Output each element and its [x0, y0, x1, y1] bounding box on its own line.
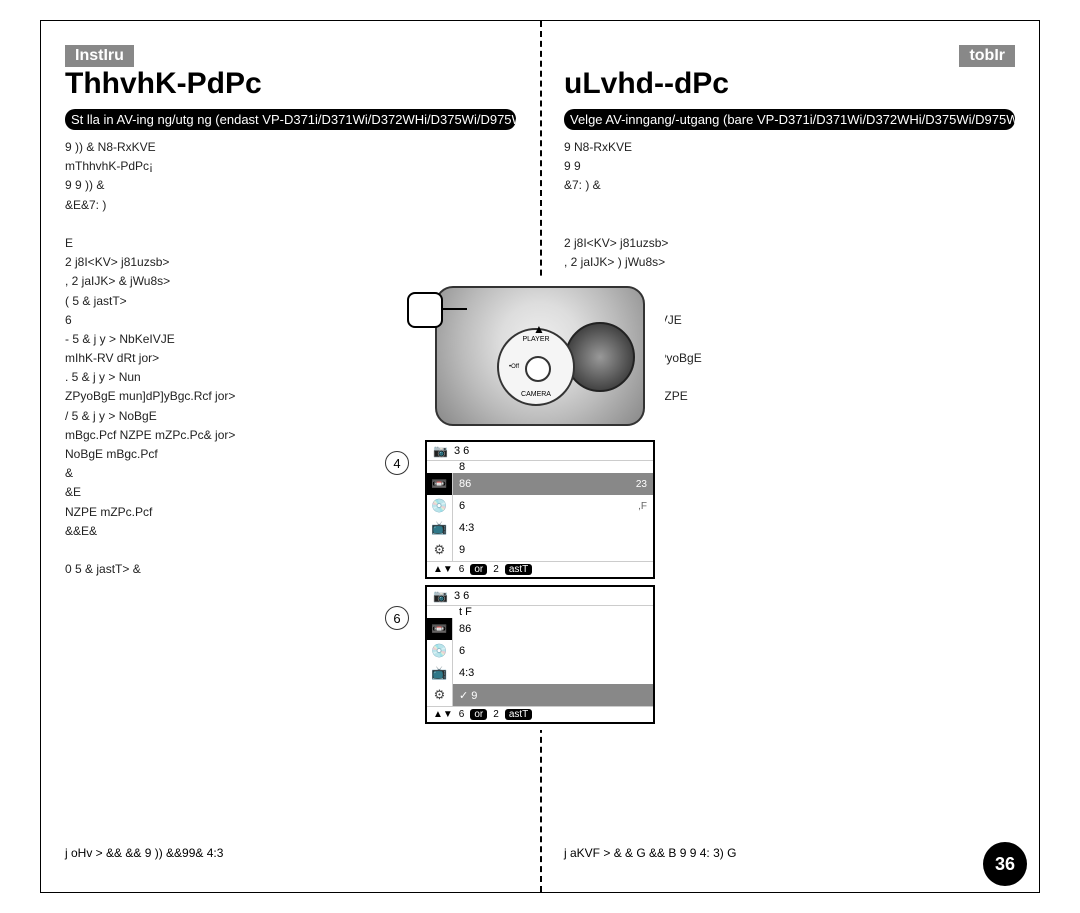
osd-screen-1: 📷 3 6 8 📼 💿 📺 ⚙ 8623 6,F 4:3 9: [425, 440, 655, 579]
mode-dial: •Off ▲: [497, 328, 575, 406]
osd2-row0: 86: [453, 618, 653, 640]
gear-icon: ⚙: [427, 539, 452, 561]
center-figures: 4 6 •Off ▲ 📷 3 6 8 📼: [415, 276, 665, 730]
camera-icon: 📷: [433, 589, 448, 603]
osd2-subtitle: t F: [427, 606, 653, 618]
osd2-body: 📼 💿 📺 ⚙ 86 6 4:3 ✓ 9: [427, 618, 653, 706]
right-notes: j aKVF > & & G && B 9 9 4: 3) G: [564, 844, 1015, 862]
tv-icon: 📺: [427, 662, 452, 684]
osd-screen-2: 📷 3 6 t F 📼 💿 📺 ⚙ 86 6 4:3 ✓ 9: [425, 585, 655, 724]
camera-icon: 📷: [433, 444, 448, 458]
osd2-icon-column: 📼 💿 📺 ⚙: [427, 618, 453, 706]
disc-icon: 💿: [427, 495, 452, 517]
tape-icon: 📼: [427, 618, 452, 640]
manual-page: InstIru ThhvhK-PdPc St lla in AV-ing ng/…: [40, 20, 1040, 893]
step-badge-6: 6: [385, 606, 409, 630]
dial-knob: [525, 356, 551, 382]
osd2-title: 3 6: [454, 590, 469, 602]
camera-illustration: •Off ▲: [425, 276, 655, 436]
page-number-badge: 36: [983, 842, 1027, 886]
osd1-row0: 8623: [453, 473, 653, 495]
right-section-bar: Velge AV-inngang/-utgang (bare VP-D371i/…: [564, 109, 1015, 130]
gear-icon: ⚙: [427, 684, 452, 706]
osd2-row2: 4:3: [453, 662, 653, 684]
disc-icon: 💿: [427, 640, 452, 662]
osd2-row1: 6: [453, 640, 653, 662]
camera-lens: [565, 322, 635, 392]
dial-arrow-icon: ▲: [533, 322, 545, 336]
osd1-footer: ▲▼6 or 2 astT: [427, 561, 653, 577]
osd1-row2: 4:3: [453, 517, 653, 539]
callout-box: [407, 292, 443, 328]
osd1-icon-column: 📼 💿 📺 ⚙: [427, 473, 453, 561]
tv-icon: 📺: [427, 517, 452, 539]
osd1-menu: 8623 6,F 4:3 9: [453, 473, 653, 561]
osd1-titlebar: 📷 3 6: [427, 442, 653, 461]
left-heading: ThhvhK-PdPc: [65, 67, 516, 101]
right-heading: uLvhd--dPc: [564, 67, 1015, 101]
osd2-row3: ✓ 9: [453, 684, 653, 706]
left-language-flag: InstIru: [65, 45, 134, 67]
left-notes: j oHv > && && 9 )) &&99& 4:3: [65, 844, 516, 862]
left-section-bar: St lla in AV-ing ng/utg ng (endast VP-D3…: [65, 109, 516, 130]
osd1-body: 📼 💿 📺 ⚙ 8623 6,F 4:3 9: [427, 473, 653, 561]
osd1-row3: 9: [453, 539, 653, 561]
right-language-flag: tobIr: [959, 45, 1015, 67]
osd2-titlebar: 📷 3 6: [427, 587, 653, 606]
osd1-subtitle: 8: [427, 461, 653, 473]
osd1-row1: 6,F: [453, 495, 653, 517]
camera-body: •Off ▲: [435, 286, 645, 426]
osd2-menu: 86 6 4:3 ✓ 9: [453, 618, 653, 706]
step-badge-4: 4: [385, 451, 409, 475]
osd1-title: 3 6: [454, 445, 469, 457]
tape-icon: 📼: [427, 473, 452, 495]
dial-off-label: •Off: [509, 364, 519, 370]
osd2-footer: ▲▼6 or 2 astT: [427, 706, 653, 722]
